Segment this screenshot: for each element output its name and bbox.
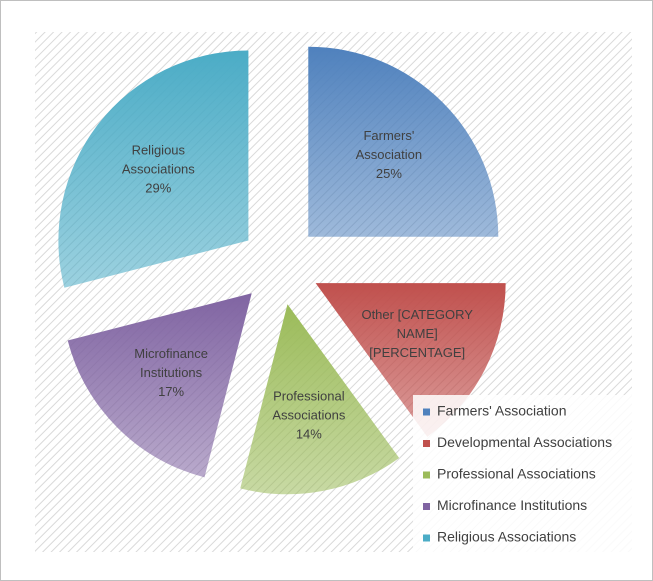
data-label: Farmers' Association 25% [356,129,422,182]
legend-swatch [423,534,430,542]
pie-slice [240,304,400,495]
data-label: Professional Associations 14% [272,389,345,442]
legend-swatch [423,408,430,416]
data-label: Other [CATEGORY NAME] [PERCENTAGE] [361,307,473,360]
legend-swatch [423,471,430,479]
legend-label: Developmental Associations [437,434,612,450]
legend-swatch [423,503,430,510]
legend-label: Microfinance Institutions [437,497,587,513]
data-label: Religious Associations 29% [122,143,195,196]
pie-slice [308,46,499,237]
legend-label: Religious Associations [437,529,576,545]
legend-box [413,395,632,552]
data-label: Microfinance Institutions 17% [134,346,208,399]
legend-label: Farmers' Association [437,403,567,419]
pie-slice [67,293,252,478]
pie-slice [58,50,249,288]
legend-label: Professional Associations [437,466,596,482]
legend-swatch [423,440,430,447]
